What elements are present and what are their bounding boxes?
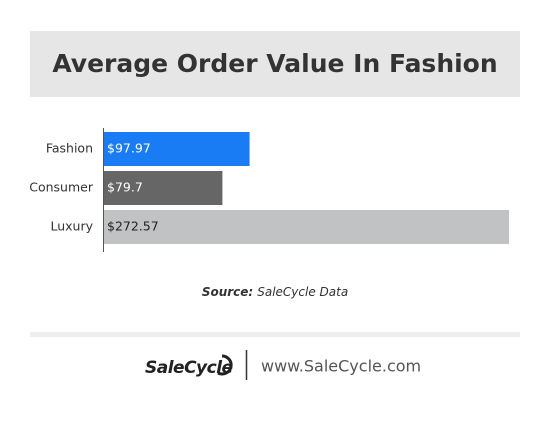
chart-title: Average Order Value In Fashion (52, 49, 497, 78)
title-box (30, 31, 520, 97)
separator (30, 332, 520, 337)
footer-url: www.SaleCycle.com (261, 357, 421, 376)
bar (104, 132, 250, 166)
value-label: $79.7 (107, 180, 143, 195)
source-text: SaleCycle Data (257, 285, 348, 299)
category-label: Luxury (50, 219, 93, 234)
value-label: $272.57 (107, 219, 159, 234)
brand-logo: SaleCycle (145, 358, 233, 378)
category-label: Consumer (29, 180, 94, 195)
category-label: Fashion (46, 141, 93, 156)
logo-swoosh (217, 354, 233, 376)
source-note: Source: SaleCycle Data (202, 285, 348, 299)
bar (104, 210, 509, 244)
value-label: $97.97 (107, 141, 151, 156)
source-label: Source: (202, 285, 253, 299)
bar (104, 171, 223, 205)
